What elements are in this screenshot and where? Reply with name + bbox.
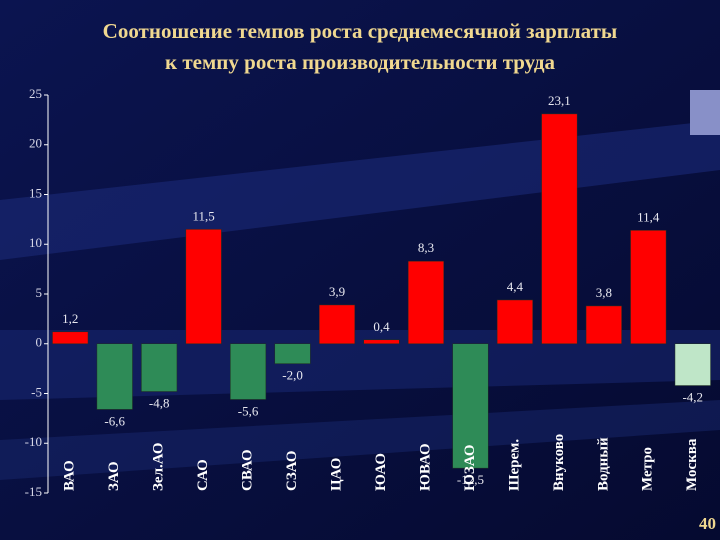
data-label: -12,5 bbox=[457, 472, 484, 487]
bar bbox=[52, 331, 89, 344]
page-number: 40 bbox=[699, 514, 716, 533]
x-tick-label: Внуково bbox=[551, 434, 567, 491]
bar bbox=[630, 230, 667, 345]
data-label: 23,1 bbox=[548, 93, 571, 108]
x-tick-label: Москва bbox=[684, 438, 700, 491]
x-tick-label: ЮВАО bbox=[417, 443, 433, 491]
data-label: 0,4 bbox=[373, 319, 390, 334]
data-label: 11,5 bbox=[192, 208, 214, 223]
bar bbox=[185, 229, 222, 344]
data-label: 3,8 bbox=[596, 285, 612, 300]
y-tick-label: 10 bbox=[29, 235, 42, 250]
x-tick-label: ВАО bbox=[62, 460, 78, 491]
x-tick-label: СЗАО bbox=[284, 450, 300, 491]
decoration bbox=[690, 90, 720, 135]
data-label: 4,4 bbox=[507, 279, 524, 294]
data-label: 3,9 bbox=[329, 284, 345, 299]
y-tick-label: -5 bbox=[31, 384, 42, 399]
data-label: 1,2 bbox=[62, 311, 78, 326]
data-label: -4,2 bbox=[682, 390, 703, 405]
data-label: -5,6 bbox=[238, 403, 259, 418]
y-tick-label: 0 bbox=[36, 335, 43, 350]
data-label: -4,8 bbox=[149, 395, 170, 410]
y-tick-label: 5 bbox=[36, 285, 43, 300]
x-tick-label: Метро bbox=[640, 447, 656, 491]
bar bbox=[674, 343, 711, 386]
bar bbox=[363, 339, 400, 344]
data-label: 8,3 bbox=[418, 240, 434, 255]
stripe bbox=[0, 330, 720, 400]
bar bbox=[585, 305, 622, 345]
y-tick-label: -10 bbox=[25, 434, 42, 449]
bar bbox=[318, 304, 356, 345]
y-tick-label: 15 bbox=[29, 185, 42, 200]
x-tick-label: САО bbox=[195, 459, 211, 491]
chart-title: Соотношение темпов роста среднемесячной … bbox=[103, 19, 618, 43]
x-tick-label: ЗАО bbox=[106, 461, 122, 491]
bar bbox=[230, 343, 267, 400]
y-tick-label: 20 bbox=[29, 136, 42, 151]
bar bbox=[274, 343, 311, 364]
x-tick-label: ЦАО bbox=[328, 458, 344, 491]
y-tick-label: 25 bbox=[29, 86, 42, 101]
data-label: 11,4 bbox=[637, 209, 660, 224]
x-tick-label: Зел.АО bbox=[151, 443, 167, 492]
stripe bbox=[0, 400, 720, 480]
bar bbox=[96, 343, 133, 410]
chart-title: к темпу роста производительности труда bbox=[165, 50, 555, 74]
bar bbox=[496, 299, 533, 344]
bar bbox=[541, 113, 578, 344]
x-tick-label: Водный bbox=[595, 437, 611, 491]
stripe bbox=[0, 120, 720, 260]
x-tick-label: ЮЗАО bbox=[462, 444, 478, 491]
y-tick-label: -15 bbox=[25, 484, 42, 499]
x-tick-label: Шерем. bbox=[506, 439, 522, 491]
x-tick-label: СВАО bbox=[240, 449, 256, 491]
data-label: -6,6 bbox=[104, 413, 125, 428]
bar bbox=[452, 343, 489, 469]
x-tick-label: ЮАО bbox=[373, 453, 389, 491]
bar bbox=[407, 260, 445, 345]
bar bbox=[141, 343, 178, 392]
data-label: -2,0 bbox=[282, 368, 303, 383]
